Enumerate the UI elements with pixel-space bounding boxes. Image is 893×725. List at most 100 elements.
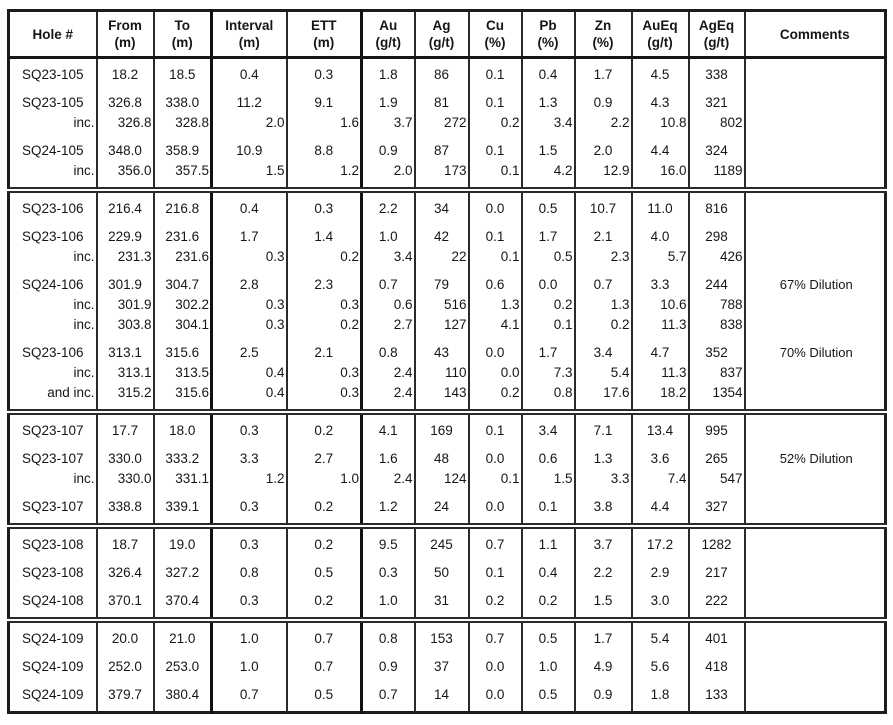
cell-comment	[745, 133, 886, 161]
column-header-unit: (m)	[313, 35, 335, 50]
column-header-to: To (m)	[153, 10, 213, 59]
cell-hole: SQ23-105	[8, 85, 98, 113]
cell-au: 1.0	[361, 219, 416, 247]
cell-comment: 70% Dilution	[779, 345, 853, 360]
cell-au: 4.1	[361, 412, 416, 441]
cell-au: 3.4	[361, 247, 416, 267]
cell-from: 326.8	[96, 113, 155, 133]
cell-hole: SQ23-105	[8, 57, 98, 85]
cell-cu: 0.7	[468, 620, 523, 649]
column-header-label: Zn	[594, 18, 612, 33]
cell-hole: SQ23-107	[8, 489, 98, 526]
cell-hole: inc.	[8, 247, 98, 267]
cell-au: 2.2	[361, 190, 416, 219]
cell-interval: 0.4	[211, 383, 288, 412]
cell-cu: 0.0	[468, 363, 523, 383]
cell-ett: 0.2	[286, 489, 363, 526]
cell-to: 231.6	[153, 219, 213, 247]
cell-au: 9.5	[361, 526, 416, 555]
cell-hole: SQ24-106	[8, 267, 98, 295]
table-row: inc. 303.8 304.1 0.3 0.2 2.7 127 4.1 0.1 0.2 11.3 8…	[8, 315, 886, 335]
cell-ageq: 418	[688, 649, 746, 677]
cell-pb: 0.5	[521, 247, 576, 267]
cell-ag: 516	[414, 295, 470, 315]
cell-pb: 0.1	[521, 489, 576, 526]
hole-group: SQ23-105 18.2 18.5 0.4 0.3 1.8 86 0.1 0.4 1.7 4.5 3…	[8, 57, 886, 190]
cell-pb: 0.5	[521, 677, 576, 713]
cell-ageq: 426	[688, 247, 746, 267]
cell-ag: 34	[414, 190, 470, 219]
cell-pb: 1.3	[521, 85, 576, 113]
cell-cu: 0.1	[468, 412, 523, 441]
cell-ett: 0.3	[286, 57, 363, 85]
cell-ageq: 265	[688, 441, 746, 469]
cell-au: 1.8	[361, 57, 416, 85]
cell-ett: 2.1	[286, 335, 363, 363]
cell-ageq: 222	[688, 583, 746, 620]
cell-interval: 1.5	[211, 161, 288, 190]
table-row: SQ24-108 370.1 370.4 0.3 0.2 1.0 31 0.2 0.2 1.5 3.…	[8, 583, 886, 620]
cell-ageq: 217	[688, 555, 746, 583]
cell-zn: 1.5	[574, 583, 633, 620]
cell-ett: 1.2	[286, 161, 363, 190]
table-header: Hole # From (m) To (m) Interval (m) ETT (m) Au (g/…	[8, 10, 886, 59]
cell-aueq: 3.0	[631, 583, 690, 620]
cell-from: 348.0	[96, 133, 155, 161]
cell-aueq: 18.2	[631, 383, 690, 412]
cell-pb: 0.5	[521, 190, 576, 219]
cell-comment	[745, 383, 886, 412]
column-header-unit: (g/t)	[647, 35, 673, 50]
table-row: inc. 301.9 302.2 0.3 0.3 0.6 516 1.3 0.2 1.3 10.6 7…	[8, 295, 886, 315]
cell-aueq: 10.6	[631, 295, 690, 315]
cell-comment	[745, 190, 886, 219]
cell-ageq: 837	[688, 363, 746, 383]
cell-zn: 1.3	[574, 441, 633, 469]
cell-aueq: 11.0	[631, 190, 690, 219]
cell-to: 304.1	[153, 315, 213, 335]
cell-zn: 4.9	[574, 649, 633, 677]
cell-pb: 0.4	[521, 57, 576, 85]
cell-cu: 0.1	[468, 85, 523, 113]
assay-results-table: Hole # From (m) To (m) Interval (m) ETT (m) Au (g/…	[7, 9, 887, 714]
table-row: SQ23-106 216.4 216.8 0.4 0.3 2.2 34 0.0 0.5 10.7 1…	[8, 190, 886, 219]
column-header-pb: Pb (%)	[521, 10, 576, 59]
table-row: SQ23-107 17.7 18.0 0.3 0.2 4.1 169 0.1 3.4 7.1 13.…	[8, 412, 886, 441]
cell-interval: 11.2	[211, 85, 288, 113]
cell-cu: 1.3	[468, 295, 523, 315]
table-row: inc. 313.1 313.5 0.4 0.3 2.4 110 0.0 7.3 5.4 11.3 8…	[8, 363, 886, 383]
cell-ageq: 1189	[688, 161, 746, 190]
cell-zn: 2.2	[574, 555, 633, 583]
cell-au: 1.0	[361, 583, 416, 620]
cell-hole: inc.	[8, 113, 98, 133]
cell-cu: 0.0	[468, 489, 523, 526]
cell-pb: 0.6	[521, 441, 576, 469]
cell-zn: 0.9	[574, 677, 633, 713]
cell-ag: 24	[414, 489, 470, 526]
cell-interval: 0.3	[211, 295, 288, 315]
table-row: SQ23-108 326.4 327.2 0.8 0.5 0.3 50 0.1 0.4 2.2 2.…	[8, 555, 886, 583]
table-row: and inc. 315.2 315.6 0.4 0.3 2.4 143 0.2 0.8 17.6…	[8, 383, 886, 412]
cell-hole: inc.	[8, 469, 98, 489]
cell-zn: 2.3	[574, 247, 633, 267]
cell-aueq: 5.4	[631, 620, 690, 649]
cell-ageq: 995	[688, 412, 746, 441]
cell-pb: 4.2	[521, 161, 576, 190]
cell-comment: 52% Dilution	[779, 451, 853, 466]
cell-hole: SQ24-109	[8, 620, 98, 649]
cell-cu: 0.7	[468, 526, 523, 555]
cell-to: 357.5	[153, 161, 213, 190]
cell-to: 18.0	[153, 412, 213, 441]
cell-ag: 14	[414, 677, 470, 713]
cell-ett: 0.7	[286, 620, 363, 649]
cell-aueq: 4.4	[631, 489, 690, 526]
cell-from: 313.1	[96, 363, 155, 383]
cell-from: 370.1	[96, 583, 155, 620]
cell-pb: 1.1	[521, 526, 576, 555]
column-header-label: AuEq	[642, 18, 678, 33]
column-header-ett: ETT (m)	[286, 10, 363, 59]
cell-zn: 3.8	[574, 489, 633, 526]
cell-cu: 0.1	[468, 247, 523, 267]
cell-aueq: 3.3	[631, 267, 690, 295]
cell-ag: 79	[414, 267, 470, 295]
cell-hole: SQ24-108	[8, 583, 98, 620]
